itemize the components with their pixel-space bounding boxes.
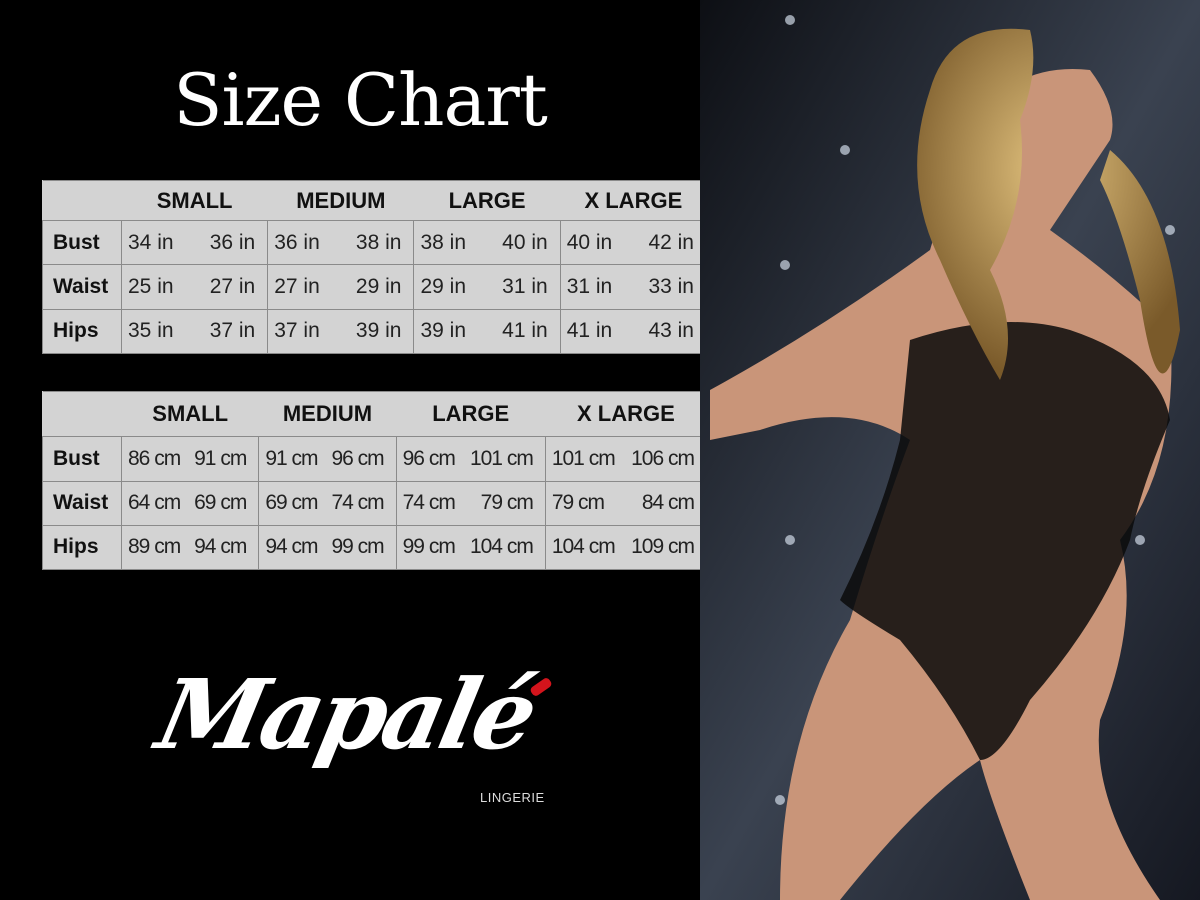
measurement-cell: 29 in [413,264,484,310]
measurement-cell: 41 in [559,308,630,355]
corner-cell [42,179,122,222]
measurement-cell: 104 cm [461,524,546,571]
measurement-cell: 42 in [629,220,708,266]
model-photo [700,0,1200,900]
table-row: Waist 64 cm 69 cm 69 cm 74 cm 74 cm 79 cm 79 cm… [42,480,707,526]
measurement-cell: 109 cm [622,524,707,571]
measurement-cell: 106 cm [622,436,707,482]
measurement-cell: 41 in [483,308,561,355]
measurement-cell: 31 in [559,264,630,310]
measurement-cell: 39 in [413,308,484,355]
row-label: Bust [42,220,122,266]
measurement-cell: 29 in [336,264,415,310]
size-header: LARGE [396,390,546,438]
lace-bodysuit [840,322,1170,760]
size-header: MEDIUM [258,390,397,438]
measurement-cell: 86 cm [120,436,187,482]
measurement-cell: 69 cm [258,480,325,526]
measurement-cell: 39 in [336,308,415,355]
measurement-cell: 89 cm [120,524,187,571]
measurement-cell: 35 in [120,308,191,355]
measurement-cell: 34 in [120,220,191,266]
measurement-cell: 40 in [483,220,561,266]
measurement-cell: 84 cm [622,480,707,526]
measurement-cell: 99 cm [395,524,462,571]
measurement-cell: 38 in [336,220,415,266]
measurement-cell: 91 cm [258,436,325,482]
table-row: Hips 89 cm 94 cm 94 cm 99 cm 99 cm 104 cm 104 c… [42,524,707,571]
size-table-cm: SMALL MEDIUM LARGE X LARGE Bust 86 cm 91 c… [42,390,707,571]
measurement-cell: 43 in [629,308,708,355]
logo-wordmark: Mapalé [148,658,544,771]
size-header: SMALL [121,390,259,438]
measurement-cell: 37 in [190,308,269,355]
measurement-cell: 79 cm [544,480,623,526]
measurement-cell: 104 cm [544,524,623,571]
brand-logo: Mapalé LINGERIE [148,658,600,820]
measurement-cell: 96 cm [395,436,462,482]
row-label: Hips [42,308,122,355]
measurement-cell: 99 cm [324,524,397,571]
page-title: Size Chart [173,58,548,142]
row-label: Hips [42,524,122,571]
row-label: Bust [42,436,122,482]
measurement-cell: 94 cm [186,524,260,571]
row-label: Waist [42,480,122,526]
row-label: Waist [42,264,122,310]
measurement-cell: 33 in [629,264,708,310]
measurement-cell: 31 in [483,264,561,310]
measurement-cell: 64 cm [120,480,187,526]
measurement-cell: 36 in [190,220,269,266]
table-row: Waist 25 in 27 in 27 in 29 in 29 in 31 in 31 in… [42,264,708,310]
measurement-cell: 101 cm [461,436,546,482]
measurement-cell: 38 in [413,220,484,266]
table-row: Bust 34 in 36 in 36 in 38 in 38 in 40 in 40 in 4… [42,220,708,266]
measurement-cell: 79 cm [461,480,546,526]
size-header: LARGE [413,179,561,222]
measurement-cell: 94 cm [258,524,325,571]
measurement-cell: 27 in [267,264,337,310]
measurement-cell: 74 cm [395,480,462,526]
measurement-cell: 74 cm [324,480,397,526]
measurement-cell: 36 in [267,220,337,266]
measurement-cell: 37 in [267,308,337,355]
measurement-cell: 25 in [120,264,191,310]
table-row: Bust 86 cm 91 cm 91 cm 96 cm 96 cm 101 cm 101 c… [42,436,707,482]
model-hair [917,28,1180,380]
table-header-row: SMALL MEDIUM LARGE X LARGE [42,390,707,438]
measurement-cell: 96 cm [324,436,397,482]
measurement-cell: 101 cm [544,436,623,482]
size-header: X LARGE [545,390,707,438]
size-header: X LARGE [560,179,707,222]
measurement-cell: 91 cm [186,436,260,482]
size-table-inches: SMALL MEDIUM LARGE X LARGE Bust 34 in 36 i… [42,179,708,355]
size-header: MEDIUM [267,179,414,222]
corner-cell [42,390,122,438]
table-row: Hips 35 in 37 in 37 in 39 in 39 in 41 in 41 in 4… [42,308,708,355]
measurement-cell: 27 in [190,264,269,310]
measurement-cell: 69 cm [186,480,260,526]
size-header: SMALL [121,179,268,222]
measurement-cell: 40 in [559,220,630,266]
table-header-row: SMALL MEDIUM LARGE X LARGE [42,179,707,222]
logo-subtitle: LINGERIE [480,790,545,805]
